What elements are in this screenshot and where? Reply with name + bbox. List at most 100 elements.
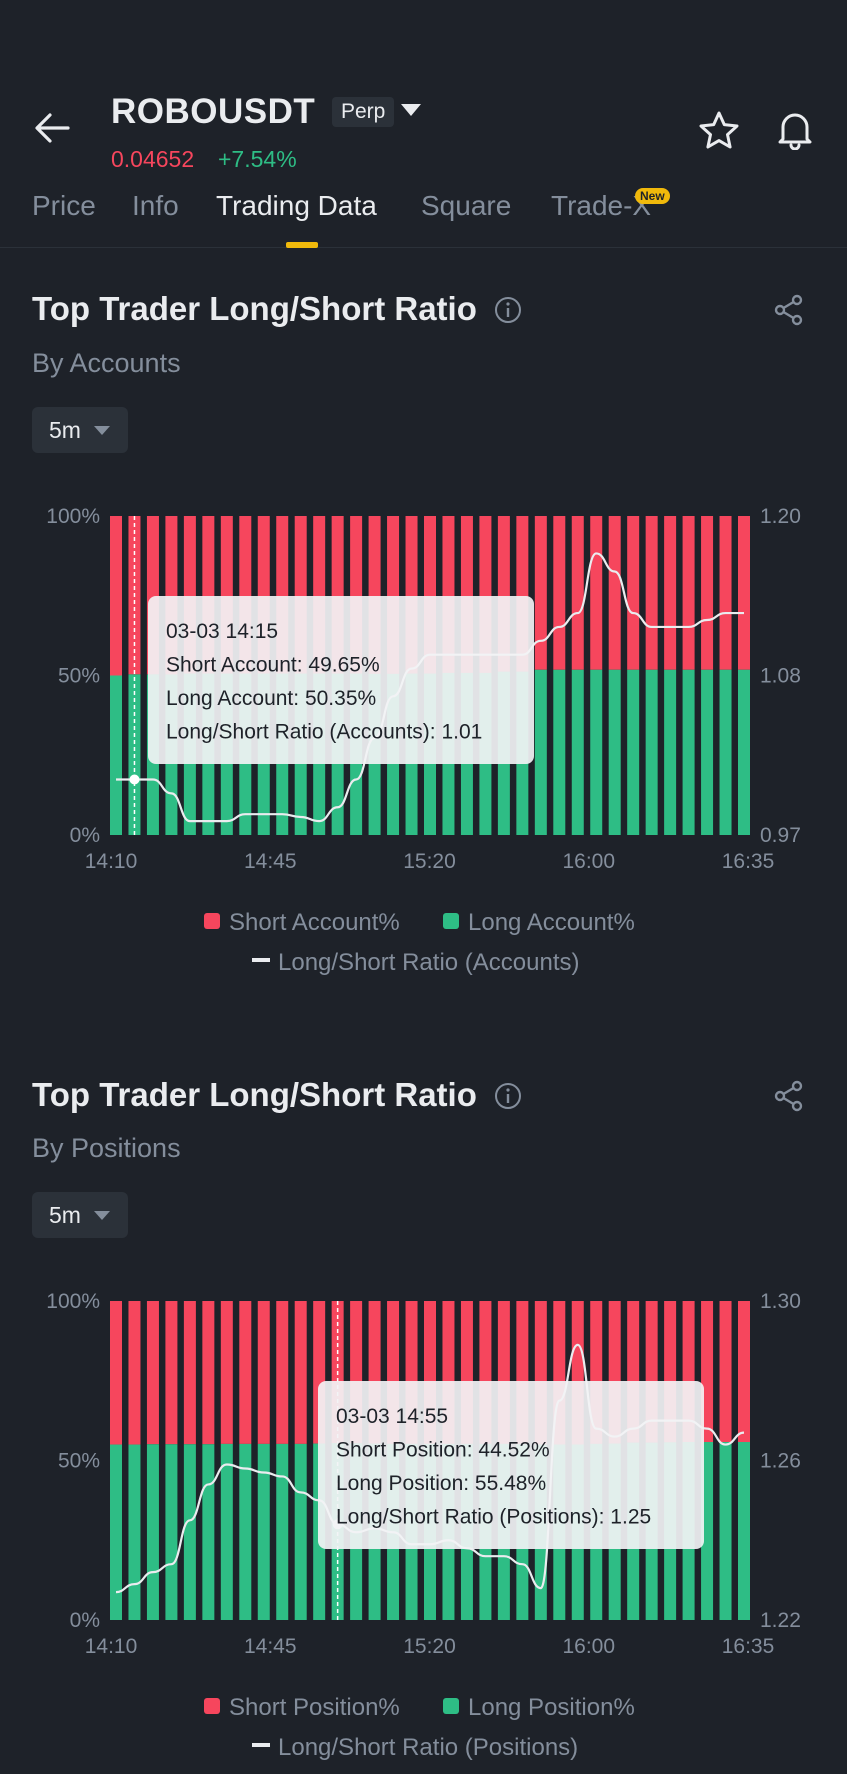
legend-ratio-label: Long/Short Ratio (Accounts) [278, 949, 580, 976]
x-tick-label: 14:45 [244, 850, 297, 873]
long-bar [276, 1443, 289, 1620]
x-tick-label: 16:00 [562, 850, 615, 873]
long-bar [239, 1443, 252, 1620]
tab-bar: Price Info Trading Data Square Trade-X [0, 190, 847, 248]
new-badge: New [635, 188, 670, 204]
legend-long-swatch [443, 913, 459, 929]
tooltip-line: Long/Short Ratio (Positions): 1.25 [336, 1506, 651, 1529]
long-bar [608, 669, 621, 835]
x-tick-label: 16:35 [722, 850, 775, 873]
y-left-tick-label: 100% [46, 1290, 100, 1313]
section-subtitle-positions: By Positions [32, 1133, 181, 1163]
positions-ratio-chart[interactable]: 100% 50% 0% 1.30 1.26 1.22 14:10 14:45 15:20 16:0… [0, 1275, 847, 1774]
short-bar [701, 516, 714, 670]
long-bar [719, 1441, 732, 1620]
y-right-tick-label: 1.30 [760, 1290, 801, 1313]
short-bar [627, 516, 640, 670]
long-bar [183, 1444, 196, 1620]
tooltip-line: Long/Short Ratio (Accounts): 1.01 [166, 721, 482, 744]
perp-badge: Perp [332, 97, 395, 127]
last-price: 0.04652 [111, 146, 195, 172]
short-bar [128, 1301, 141, 1445]
long-bar [627, 669, 640, 835]
interval-selector-accounts[interactable]: 5m [32, 407, 128, 453]
short-bar [719, 516, 732, 670]
long-bar [294, 1443, 307, 1620]
x-tick-label: 14:45 [244, 1635, 297, 1658]
x-tick-label: 15:20 [403, 1635, 456, 1658]
long-bar [682, 669, 695, 835]
long-bar [534, 669, 547, 835]
y-left-tick-label: 0% [70, 824, 100, 847]
tooltip-line: Long Position: 55.48% [336, 1472, 546, 1495]
long-bar [165, 1444, 178, 1620]
short-bar [239, 1301, 252, 1444]
highlight-point [129, 774, 140, 785]
y-right-tick-label: 0.97 [760, 824, 801, 847]
legend-short-swatch [204, 913, 220, 929]
short-bar [276, 1301, 289, 1444]
short-bar [719, 1301, 732, 1442]
favorite-star-icon[interactable] [698, 110, 740, 150]
notification-bell-icon[interactable] [774, 108, 816, 150]
x-tick-label: 16:35 [722, 1635, 775, 1658]
long-bar [110, 675, 122, 835]
short-bar [608, 516, 621, 670]
long-bar [553, 669, 566, 835]
legend-long-label: Long Position% [468, 1694, 635, 1721]
symbol-title[interactable]: ROBOUSDT [111, 92, 316, 131]
info-icon[interactable] [494, 1082, 522, 1110]
long-bar [701, 669, 714, 835]
tooltip-box [148, 596, 534, 764]
legend-short-label: Short Position% [229, 1694, 400, 1721]
long-bar [590, 669, 603, 835]
tooltip-box [318, 1381, 704, 1549]
tab-info[interactable]: Info [132, 190, 179, 221]
short-bar [165, 1301, 178, 1445]
interval-label: 5m [49, 1202, 81, 1228]
symbol-dropdown-icon[interactable] [401, 104, 421, 116]
tab-price[interactable]: Price [32, 190, 96, 221]
short-bar [701, 1301, 714, 1442]
long-bar [257, 1443, 270, 1620]
y-right-tick-label: 1.22 [760, 1609, 801, 1632]
short-bar [110, 1301, 122, 1445]
back-arrow-icon[interactable] [32, 108, 72, 148]
section-title-accounts: Top Trader Long/Short Ratio [32, 290, 477, 327]
short-bar [294, 1301, 307, 1444]
short-bar [146, 1301, 159, 1445]
legend-short-label: Short Account% [229, 909, 400, 936]
active-tab-indicator [286, 242, 318, 248]
legend-ratio-swatch [252, 1743, 270, 1747]
short-bar [553, 516, 566, 670]
long-bar [719, 669, 732, 835]
short-bar [257, 1301, 270, 1444]
y-right-tick-label: 1.08 [760, 665, 801, 688]
info-icon[interactable] [494, 296, 522, 324]
long-bar [645, 669, 658, 835]
y-right-tick-label: 1.20 [760, 505, 801, 528]
accounts-ratio-chart[interactable]: 100% 50% 0% 1.20 1.08 0.97 14:10 14:45 15:20 16:0… [0, 490, 847, 990]
chevron-down-icon [94, 426, 110, 435]
long-bar [701, 1441, 714, 1620]
tab-trading-data[interactable]: Trading Data [216, 190, 377, 221]
long-bar [571, 669, 584, 835]
x-tick-label: 16:00 [562, 1635, 615, 1658]
y-left-tick-label: 100% [46, 505, 100, 528]
legend-long-label: Long Account% [468, 909, 635, 936]
long-bar [110, 1444, 122, 1620]
tooltip-line: 03-03 14:15 [166, 620, 278, 643]
tab-trade-x[interactable]: Trade-X [551, 190, 652, 221]
share-icon[interactable] [772, 1079, 806, 1113]
tab-square[interactable]: Square [421, 190, 512, 221]
x-tick-label: 14:10 [85, 850, 138, 873]
short-bar [202, 1301, 215, 1445]
share-icon[interactable] [772, 293, 806, 327]
interval-label: 5m [49, 417, 81, 443]
short-bar [534, 516, 547, 670]
short-bar [110, 516, 122, 676]
legend-ratio-swatch [252, 958, 270, 962]
long-bar [202, 1444, 215, 1620]
price-change: +7.54% [218, 146, 297, 172]
interval-selector-positions[interactable]: 5m [32, 1192, 128, 1238]
